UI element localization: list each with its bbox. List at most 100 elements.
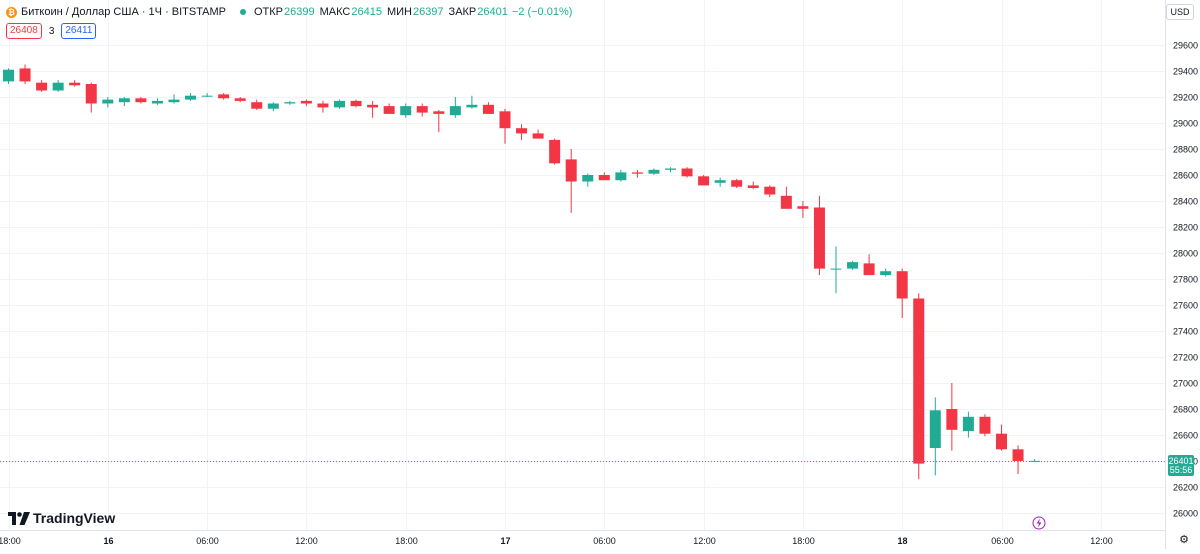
countdown-value: 55:56 xyxy=(1170,465,1193,475)
candle xyxy=(698,175,710,186)
close-label: ЗАКР xyxy=(448,6,477,18)
candle xyxy=(532,129,544,139)
candle-body xyxy=(36,82,48,91)
y-tick-label: 26200 xyxy=(1173,483,1198,493)
candle xyxy=(317,100,329,113)
candle xyxy=(863,254,875,276)
candle xyxy=(648,168,660,175)
candle-body xyxy=(185,95,197,100)
candle-body xyxy=(1029,460,1041,462)
candle xyxy=(52,80,64,92)
change-value: −2 (−0.01%) xyxy=(511,6,573,18)
candle xyxy=(416,103,428,117)
candle-body xyxy=(499,111,511,129)
bitcoin-icon: ₿ xyxy=(6,6,17,18)
candle xyxy=(946,383,958,451)
y-tick-label: 26000 xyxy=(1173,509,1198,519)
candle-body xyxy=(549,139,561,164)
candle xyxy=(383,103,395,114)
x-tick-label: 16 xyxy=(103,536,113,546)
y-tick-label: 28800 xyxy=(1173,145,1198,155)
y-tick-label: 27000 xyxy=(1173,379,1198,389)
x-tick-label: 18:00 xyxy=(395,536,418,546)
time-axis: 18:00 16 06:00 12:00 18:00 17 06:00 12:00 18:00 1… xyxy=(0,536,1113,546)
last-price-value: 26401 xyxy=(1168,456,1193,466)
price-axis: 2600026200264002660026800270002720027400… xyxy=(1173,41,1198,519)
y-tick-label: 27200 xyxy=(1173,353,1198,363)
candle xyxy=(598,172,610,181)
candle-body xyxy=(102,99,114,104)
x-tick-label: 12:00 xyxy=(1090,536,1113,546)
candle xyxy=(102,97,114,108)
candle xyxy=(201,93,213,97)
candle-body xyxy=(532,133,544,139)
spread-value: 3 xyxy=(48,25,55,37)
candle-body xyxy=(135,98,147,103)
candle-body xyxy=(367,104,379,108)
candle-body xyxy=(516,128,528,134)
grid xyxy=(0,0,1165,530)
candle-body xyxy=(813,207,825,269)
high-label: МАКС xyxy=(319,6,351,18)
tradingview-logo[interactable]: TradingView xyxy=(8,510,115,526)
candle-body xyxy=(847,262,859,269)
candle xyxy=(284,100,296,105)
candle xyxy=(350,99,362,108)
y-tick-label: 28000 xyxy=(1173,249,1198,259)
y-tick-label: 27600 xyxy=(1173,301,1198,311)
candle xyxy=(36,80,48,92)
y-tick-label: 29200 xyxy=(1173,93,1198,103)
candle-body xyxy=(863,263,875,276)
candle-body xyxy=(52,82,64,91)
candle-body xyxy=(615,172,627,181)
tradingview-logo-icon xyxy=(8,511,30,525)
candle xyxy=(135,97,147,104)
candle-body xyxy=(334,100,345,108)
y-tick-label: 29600 xyxy=(1173,41,1198,51)
candle xyxy=(300,99,312,107)
last-price-label: 26401 55:56 xyxy=(1168,455,1194,476)
candle-body xyxy=(880,271,892,276)
candle xyxy=(847,260,859,270)
candle-body xyxy=(267,103,279,109)
candle xyxy=(631,169,643,178)
candle-body xyxy=(979,416,991,434)
candle-body xyxy=(69,82,81,86)
currency-button[interactable]: USD xyxy=(1166,4,1194,20)
candle-body xyxy=(780,195,792,209)
candle-body xyxy=(1012,449,1024,461)
candle-body xyxy=(714,180,726,183)
candle-body xyxy=(284,102,296,104)
close-value: 26401 xyxy=(477,6,508,18)
candle xyxy=(1012,445,1024,474)
candle-body xyxy=(19,68,31,82)
candle-body xyxy=(449,106,461,116)
open-value: 26399 xyxy=(284,6,315,18)
bid-price-button[interactable]: 26408 xyxy=(6,23,42,39)
candle xyxy=(615,169,627,182)
lightning-icon[interactable] xyxy=(1032,516,1046,530)
settings-gear-icon[interactable]: ⚙ xyxy=(1179,534,1189,546)
candle xyxy=(516,124,528,140)
y-tick-label: 29400 xyxy=(1173,67,1198,77)
ask-price-button[interactable]: 26411 xyxy=(61,23,97,39)
candle-body xyxy=(251,102,263,109)
x-tick-label: 18:00 xyxy=(792,536,815,546)
candle xyxy=(151,98,163,105)
candle-body xyxy=(929,410,941,448)
candles xyxy=(3,64,1041,480)
x-tick-label: 18 xyxy=(897,536,907,546)
candle xyxy=(665,167,676,173)
symbol-legend: ₿ Биткоин / Доллар США · 1Ч · BITSTAMP О… xyxy=(6,4,572,20)
x-tick-label: 18:00 xyxy=(0,536,21,546)
candle-body xyxy=(946,409,958,430)
candle xyxy=(367,100,379,118)
candle-body xyxy=(416,106,428,113)
symbol-title[interactable]: Биткоин / Доллар США · 1Ч · BITSTAMP xyxy=(21,6,226,18)
candle-body xyxy=(317,103,329,108)
candle-body xyxy=(118,98,130,103)
candle xyxy=(913,293,925,480)
candle xyxy=(69,80,81,87)
